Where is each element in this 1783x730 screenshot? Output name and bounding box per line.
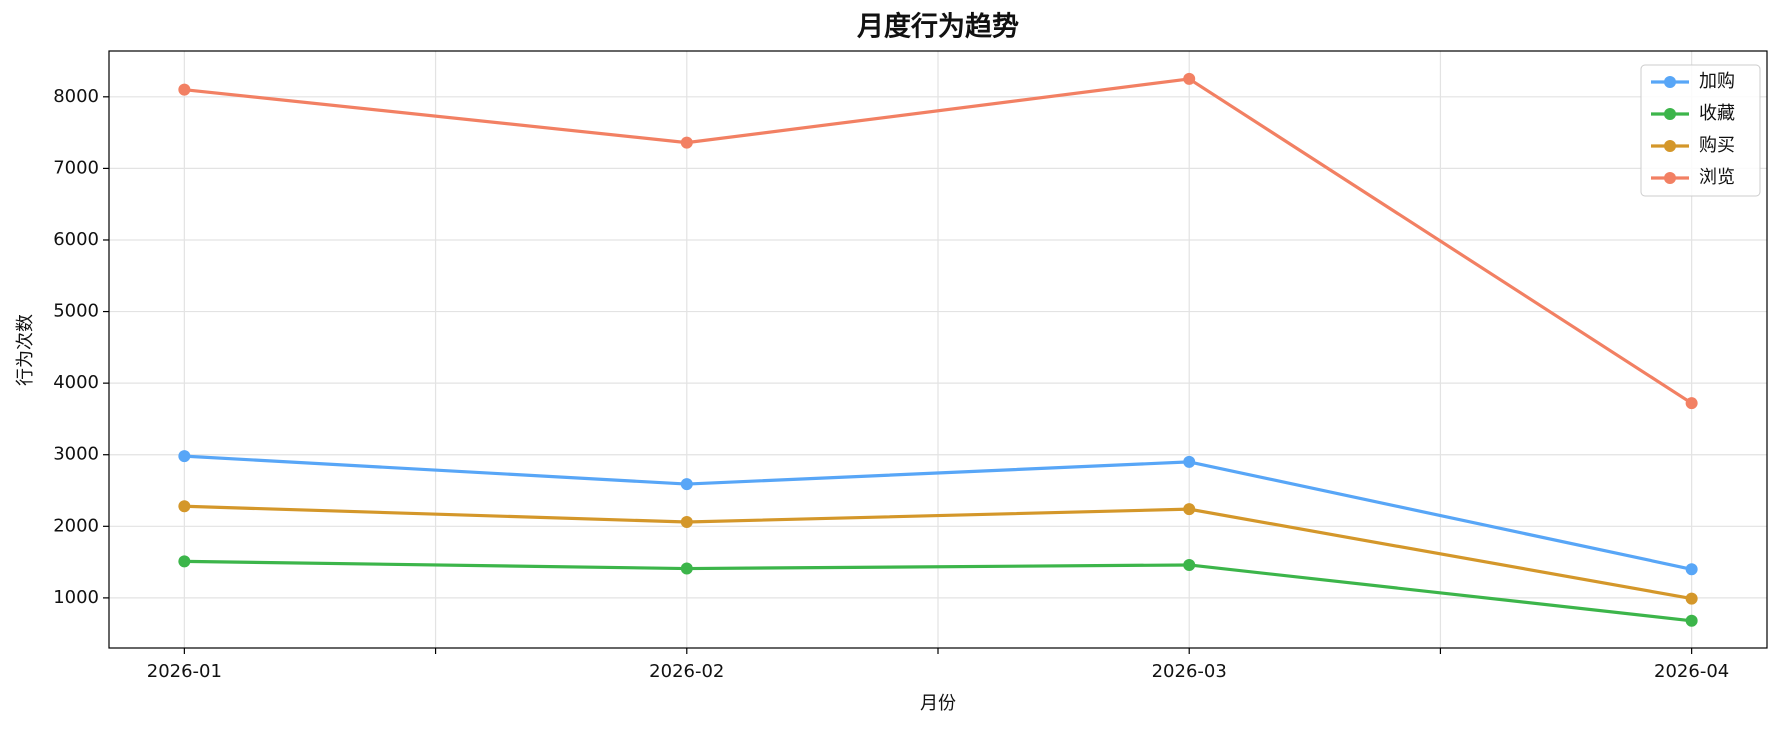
y-tick-label: 4000 (53, 372, 99, 393)
data-point (680, 562, 693, 575)
legend-marker (1664, 108, 1676, 120)
legend-label: 加购 (1699, 71, 1735, 92)
legend-marker (1664, 76, 1676, 88)
y-tick-label: 8000 (53, 86, 99, 107)
data-point (680, 136, 693, 149)
data-point (1183, 455, 1196, 468)
series-line (184, 77, 1693, 405)
data-point (178, 450, 191, 463)
legend-marker (1664, 140, 1676, 152)
data-point (1183, 558, 1196, 571)
data-point (1685, 563, 1698, 576)
series-line (184, 504, 1692, 601)
x-axis-label: 月份 (920, 693, 956, 714)
y-tick-label: 7000 (53, 157, 99, 178)
data-point (1685, 592, 1698, 605)
y-axis-label: 行为次数 (15, 314, 36, 386)
data-point (1183, 72, 1196, 85)
data-point (178, 555, 191, 568)
x-tick-label: 2026-01 (147, 661, 222, 682)
legend-label: 浏览 (1699, 167, 1735, 188)
x-tick-label: 2026-03 (1152, 661, 1227, 682)
series-line (184, 454, 1692, 571)
legend-box (1640, 64, 1761, 197)
y-tick-label: 3000 (53, 444, 99, 465)
legend-label: 购买 (1699, 135, 1735, 156)
legend-label: 收藏 (1699, 103, 1735, 124)
y-tick-label: 6000 (53, 229, 99, 250)
x-tick-label: 2026-04 (1654, 661, 1729, 682)
plot-frame (108, 50, 1768, 649)
data-point (1183, 503, 1196, 516)
y-tick-label: 1000 (53, 587, 99, 608)
data-point (1685, 397, 1698, 410)
data-point (1685, 614, 1698, 627)
y-tick-label: 2000 (53, 515, 99, 536)
x-tick-label: 2026-02 (649, 661, 724, 682)
chart-title: 月度行为趋势 (856, 11, 1019, 43)
data-point (680, 478, 693, 491)
series-line (184, 559, 1692, 623)
data-point (680, 516, 693, 529)
y-tick-label: 5000 (53, 301, 99, 322)
data-point (178, 500, 191, 513)
data-point (178, 83, 191, 96)
legend-marker (1664, 172, 1676, 184)
